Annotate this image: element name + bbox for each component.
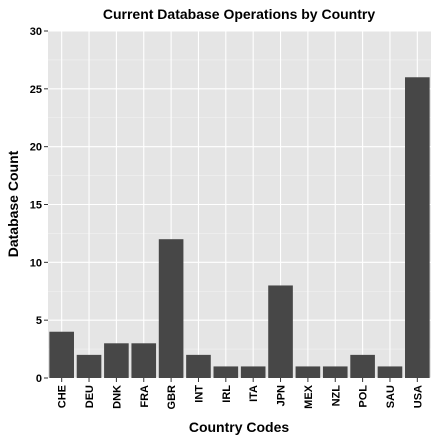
- bar-dnk: [104, 343, 129, 378]
- x-tick-label-nzl: NZL: [330, 385, 342, 407]
- x-tick-label-deu: DEU: [84, 385, 96, 408]
- grid-lines: [48, 30, 431, 379]
- bar-mex: [295, 366, 321, 378]
- y-tick-label: 25: [30, 84, 42, 96]
- y-tick-label: 10: [30, 257, 42, 269]
- y-tick-label: 15: [30, 200, 42, 212]
- x-tick-label-usa: USA: [412, 385, 424, 408]
- x-axis-title: Country Codes: [189, 419, 290, 435]
- y-tick-label: 0: [36, 373, 42, 385]
- bar-deu: [76, 354, 102, 378]
- bar-fra: [131, 343, 157, 378]
- x-tick-label-sau: SAU: [385, 385, 397, 408]
- bars: [49, 77, 430, 379]
- x-tick-label-jpn: JPN: [276, 385, 288, 406]
- y-axis: 0 5 10 15 20 25 30: [30, 26, 48, 385]
- bar-usa: [405, 77, 430, 379]
- x-tick-label-mex: MEX: [303, 384, 315, 409]
- bar-che: [49, 331, 74, 378]
- y-axis-title: Database Count: [5, 150, 21, 257]
- x-tick-label-int: INT: [193, 385, 205, 403]
- bar-int: [186, 354, 211, 378]
- x-tick-label-fra: FRA: [139, 385, 151, 408]
- x-tick-label-dnk: DNK: [111, 385, 123, 409]
- x-tick-label-ita: ITA: [248, 385, 260, 402]
- x-tick-label-gbr: GBR: [166, 385, 178, 410]
- bar-nzl: [322, 366, 348, 378]
- x-axis: CHE DEU DNK FRA GBR INT IRL ITA JPN MEX NZL POL SAU U…: [57, 378, 424, 410]
- x-tick-label-irl: IRL: [221, 385, 233, 403]
- bar-pol: [350, 354, 375, 378]
- x-tick-label-che: CHE: [57, 385, 69, 408]
- x-tick-label-pol: POL: [358, 385, 370, 408]
- y-tick-label: 20: [30, 142, 42, 154]
- bar-ita: [240, 366, 266, 378]
- bar-gbr: [158, 239, 184, 378]
- bar-sau: [377, 366, 403, 378]
- bar-jpn: [268, 285, 293, 378]
- bar-irl: [213, 366, 239, 378]
- y-tick-label: 30: [30, 26, 42, 38]
- y-tick-label: 5: [36, 315, 42, 327]
- chart-title: Current Database Operations by Country: [103, 6, 375, 22]
